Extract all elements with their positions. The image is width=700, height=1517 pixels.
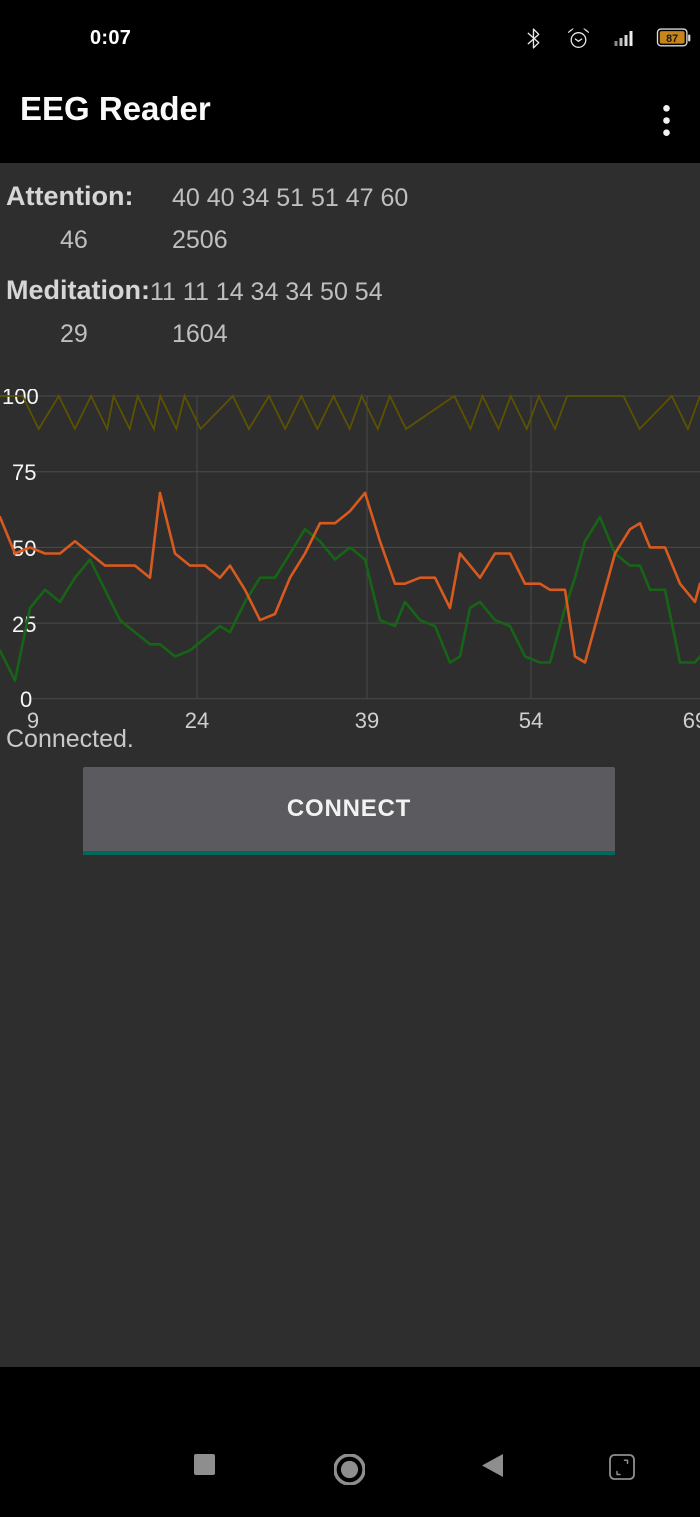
svg-text:39: 39 (355, 708, 379, 729)
svg-text:75: 75 (12, 460, 36, 485)
svg-text:69: 69 (683, 708, 700, 729)
svg-text:24: 24 (185, 708, 209, 729)
svg-text:100: 100 (2, 389, 39, 409)
svg-text:87: 87 (666, 33, 678, 45)
svg-text:54: 54 (519, 708, 543, 729)
